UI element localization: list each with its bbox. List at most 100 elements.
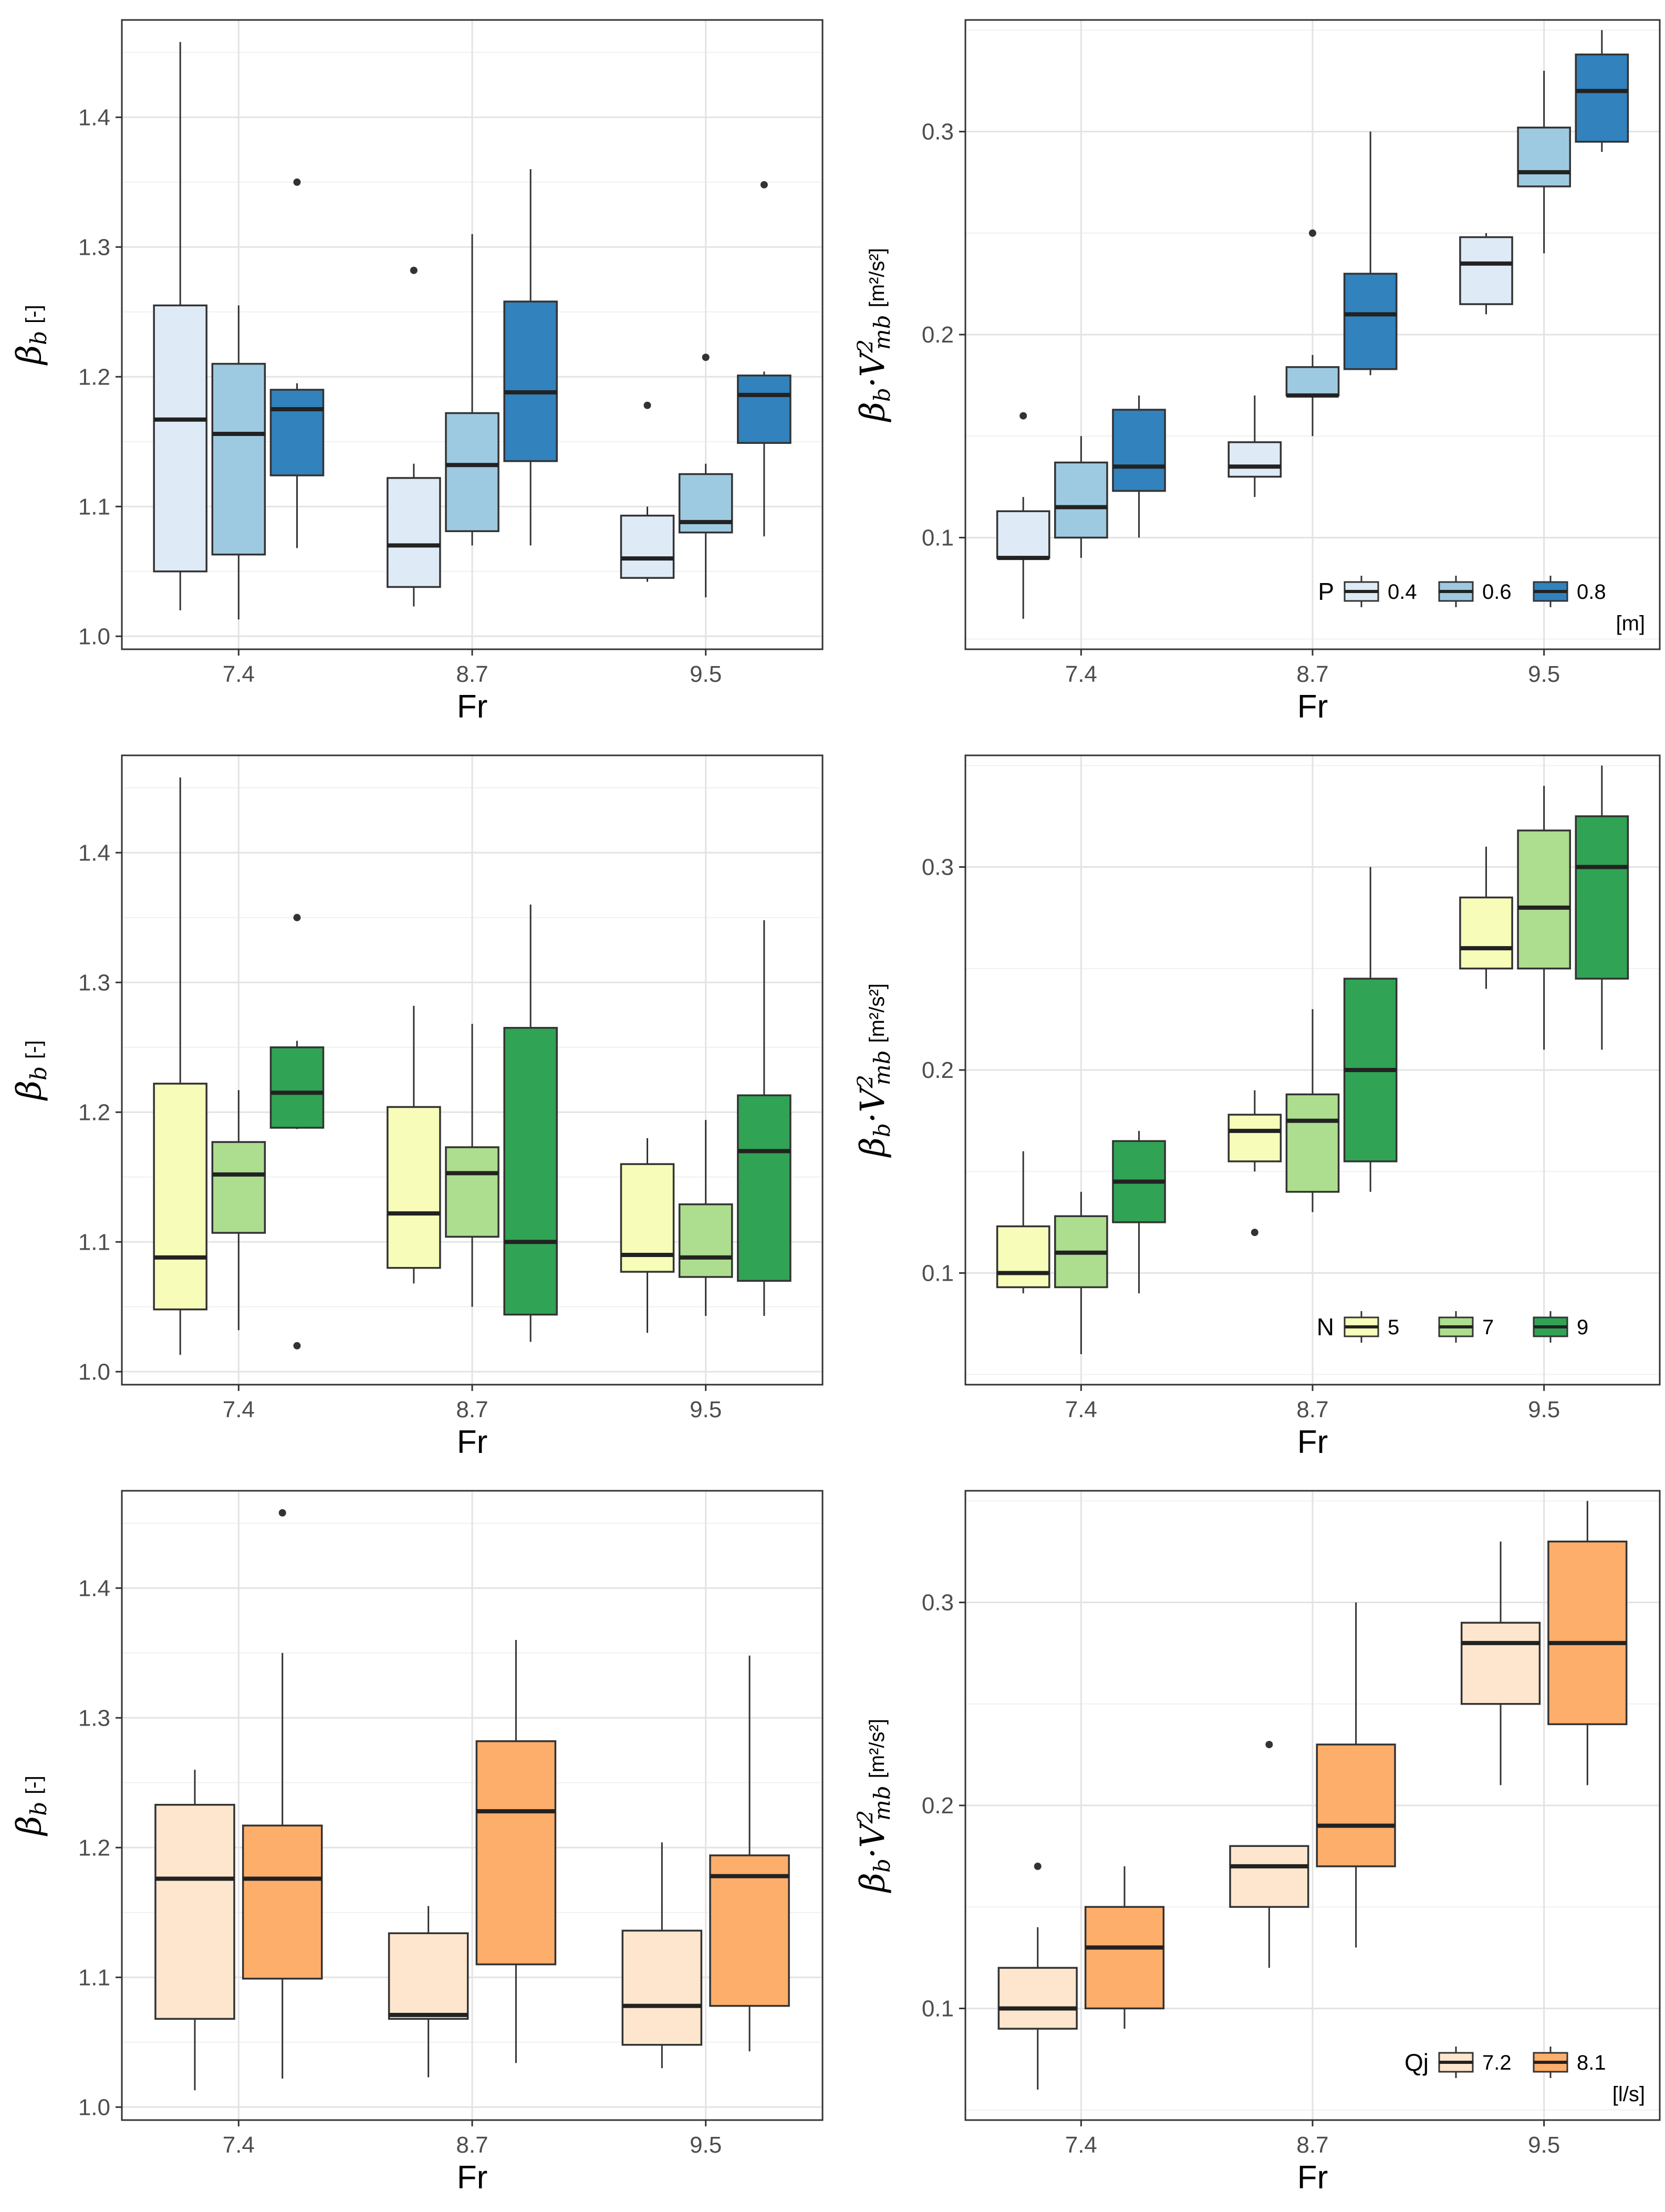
box-0.8-7.4 [269, 178, 325, 548]
y-tick-label: 1.4 [78, 840, 110, 866]
panel-beta-Qj: 1.0 1.1 1.2 1.3 1.4 7.4 8.7 9.5 Fr βb[-] [10, 1490, 824, 2196]
legend: P 0.4 0.6 0.8 [m] [1318, 576, 1645, 635]
box-body [387, 1106, 441, 1269]
box-body [503, 300, 558, 462]
y-axis-title: βb[-] [10, 1775, 51, 1836]
box-5-9.5 [620, 1138, 675, 1333]
panel-beta-N: 1.0 1.1 1.2 1.3 1.4 7.4 8.7 9.5 Fr βb[-] [10, 754, 824, 1460]
box-0.6-7.4 [1054, 436, 1108, 558]
box-7.2-9.5 [621, 1842, 703, 2069]
outlier-point [410, 266, 418, 274]
box-0.4-9.5 [620, 401, 675, 582]
box-8.1-9.5 [1547, 1501, 1628, 1785]
box-body [445, 412, 499, 532]
box-0.4-8.7 [1227, 395, 1282, 497]
x-tick-label: 7.4 [223, 1397, 255, 1422]
legend-label: 8.1 [1577, 2051, 1606, 2074]
box-body [996, 1225, 1050, 1289]
x-tick-label: 8.7 [456, 1397, 488, 1422]
box-body [1112, 409, 1166, 492]
box-7-7.4 [1054, 1191, 1108, 1355]
box-body [1575, 815, 1629, 980]
x-tick-label: 9.5 [1528, 661, 1560, 687]
box-body [503, 1026, 558, 1316]
box-body [997, 1967, 1078, 2030]
y-tick-label: 0.3 [922, 855, 954, 880]
box-body [1054, 461, 1108, 539]
y-tick-label: 1.4 [78, 1575, 110, 1601]
y-tick-label: 0.3 [922, 1590, 954, 1616]
legend-item-0.8: 0.8 [1533, 576, 1606, 607]
box-9-8.7 [503, 905, 558, 1342]
panel-border [964, 754, 1661, 1386]
box-body [996, 510, 1050, 559]
outlier-point [293, 1342, 301, 1349]
box-0.6-8.7 [445, 234, 499, 546]
y-tick-label: 0.1 [922, 1996, 954, 2021]
outlier-point [1309, 229, 1316, 237]
box-0.4-8.7 [387, 266, 441, 607]
box-body [1517, 127, 1571, 188]
outlier-point [643, 401, 651, 409]
box-body [1285, 1093, 1340, 1193]
legend-label: 0.6 [1482, 580, 1512, 604]
box-9-9.5 [1575, 765, 1629, 1050]
y-tick-label: 1.0 [78, 2094, 110, 2120]
box-body [475, 1740, 557, 1966]
legend-title: N [1317, 1313, 1334, 1341]
box-body [1084, 1906, 1165, 2010]
x-tick-label: 7.4 [1065, 661, 1097, 687]
box-body [269, 389, 325, 476]
box-7-8.7 [445, 1024, 499, 1307]
y-tick-label: 0.2 [922, 1057, 954, 1083]
box-body [1460, 1622, 1541, 1705]
x-tick-label: 7.4 [1065, 1397, 1097, 1422]
y-tick-label: 1.0 [78, 1359, 110, 1385]
panel-border [964, 1490, 1661, 2121]
y-tick-label: 0.1 [922, 1260, 954, 1286]
box-body [153, 304, 207, 573]
legend-item-7.2: 7.2 [1438, 2047, 1512, 2078]
x-tick-label: 8.7 [1296, 2132, 1328, 2158]
panel-border [121, 1490, 824, 2121]
box-0.8-8.7 [1343, 131, 1398, 376]
legend-label: 7 [1482, 1316, 1494, 1339]
y-tick-label: 1.1 [78, 1229, 110, 1255]
legend-label: 0.8 [1577, 580, 1606, 604]
legend-label: 7.2 [1482, 2051, 1512, 2074]
y-tick-label: 0.3 [922, 119, 954, 145]
box-body [737, 1094, 792, 1282]
legend-title: P [1318, 578, 1334, 605]
box-0.4-7.4 [153, 41, 207, 610]
box-body [1459, 236, 1513, 305]
y-axis-title: βb[-] [10, 305, 51, 365]
legend-item-0.4: 0.4 [1344, 576, 1417, 607]
x-tick-label: 8.7 [1296, 1397, 1328, 1422]
box-0.4-7.4 [996, 412, 1050, 619]
box-5-9.5 [1459, 846, 1513, 989]
box-9-9.5 [737, 920, 792, 1316]
outlier-point [1251, 1229, 1258, 1237]
panel-beta-P: 1.0 1.1 1.2 1.3 1.4 7.4 8.7 9.5 Fr βb[-] [10, 19, 824, 725]
x-axis-title: Fr [1297, 689, 1328, 725]
y-tick-label: 0.2 [922, 322, 954, 348]
y-tick-label: 1.2 [78, 1835, 110, 1861]
box-body [211, 362, 266, 556]
box-7.2-8.7 [1229, 1741, 1309, 1968]
box-body [242, 1824, 323, 1980]
box-body [709, 1854, 790, 2007]
panel-border [121, 19, 824, 650]
box-body [1547, 1540, 1628, 1726]
y-tick-label: 1.1 [78, 1965, 110, 1990]
box-7.2-9.5 [1460, 1541, 1541, 1785]
box-body [1285, 366, 1340, 397]
x-axis-title: Fr [457, 689, 488, 725]
outlier-point [1034, 1862, 1042, 1870]
y-axis-title: βb·V2mb[m²/s²] [854, 248, 895, 422]
x-tick-label: 8.7 [456, 661, 488, 687]
outlier-point [760, 181, 768, 189]
box-body [1227, 1114, 1282, 1162]
legend-item-9: 9 [1533, 1311, 1588, 1343]
